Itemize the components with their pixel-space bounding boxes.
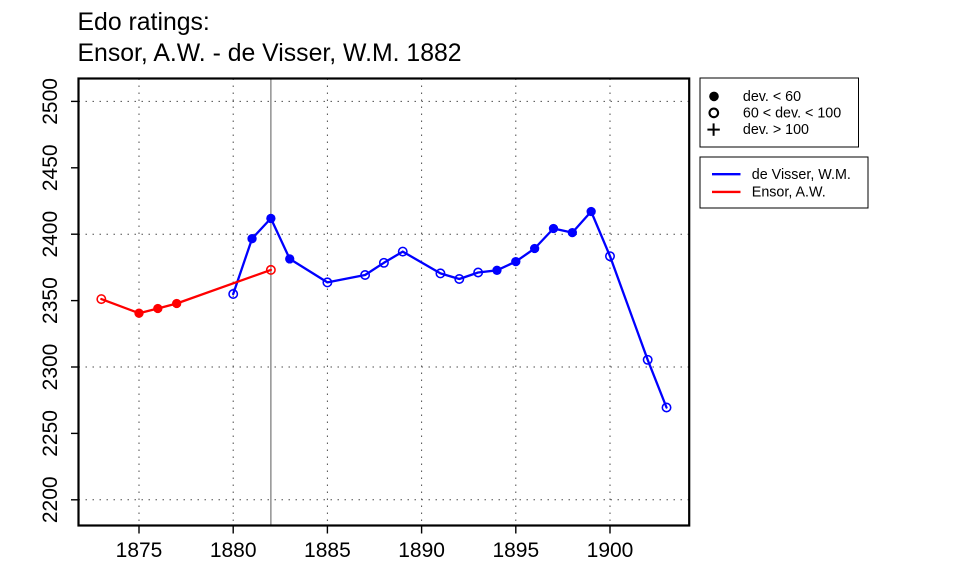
svg-text:2350: 2350 [39, 277, 62, 324]
svg-text:2250: 2250 [39, 410, 62, 457]
svg-text:de Visser, W.M.: de Visser, W.M. [752, 167, 851, 183]
svg-text:2400: 2400 [39, 211, 62, 258]
svg-text:1895: 1895 [492, 539, 539, 562]
svg-text:Ensor, A.W.: Ensor, A.W. [752, 185, 826, 201]
svg-text:1875: 1875 [116, 539, 163, 562]
svg-text:1885: 1885 [304, 539, 351, 562]
svg-text:2300: 2300 [39, 344, 62, 391]
svg-text:Edo ratings:: Edo ratings: [78, 9, 210, 36]
svg-text:1900: 1900 [587, 539, 634, 562]
svg-text:dev. < 60: dev. < 60 [743, 89, 801, 105]
svg-text:1890: 1890 [398, 539, 445, 562]
svg-text:Ensor, A.W. - de Visser, W.M.: Ensor, A.W. - de Visser, W.M. 1882 [78, 40, 462, 67]
svg-text:2200: 2200 [39, 476, 62, 523]
svg-text:60 < dev. < 100: 60 < dev. < 100 [743, 105, 841, 121]
svg-text:2450: 2450 [39, 144, 62, 191]
svg-text:2500: 2500 [39, 78, 62, 125]
svg-text:dev. > 100: dev. > 100 [743, 122, 809, 138]
svg-text:1880: 1880 [210, 539, 257, 562]
